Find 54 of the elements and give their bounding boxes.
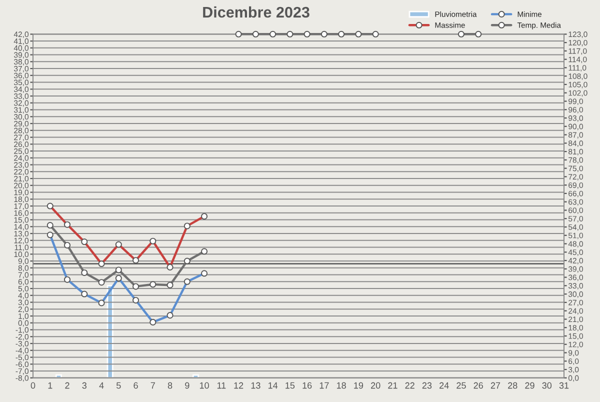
point (235, 30, 242, 38)
x-tick-label: 31 (559, 382, 569, 389)
x-tick-label: 27 (490, 382, 500, 389)
point (372, 30, 379, 38)
x-tick-label: 9 (185, 382, 190, 389)
point (81, 269, 88, 276)
point (166, 282, 174, 288)
x-tick-label: 25 (456, 382, 466, 389)
point (338, 30, 345, 38)
x-tick-label: 15 (286, 382, 295, 389)
point (132, 283, 140, 290)
x-tick-label: 0 (30, 382, 36, 389)
point (64, 242, 71, 248)
point (115, 266, 122, 274)
chart-title: Dicembre 2023 (203, 6, 310, 18)
x-tick-label: 30 (542, 382, 552, 389)
x-tick-label: 3 (82, 382, 86, 389)
point (184, 258, 190, 264)
x-tick-label: 1 (48, 382, 52, 389)
point (98, 279, 105, 286)
x-tick-label: 18 (336, 382, 346, 389)
x-tick-label: 10 (200, 382, 209, 389)
x-tick-label: 20 (371, 382, 380, 389)
x-tick-label: 26 (474, 382, 483, 389)
x-tick-label: 23 (422, 382, 432, 389)
x-tick-label: 6 (134, 382, 138, 389)
x-tick-label: 2 (65, 382, 70, 389)
point (355, 30, 362, 38)
x-tick-label: 8 (168, 382, 172, 389)
x-tick-label: 5 (116, 382, 121, 389)
x-tick-label: 28 (508, 382, 518, 389)
x-tick-label: 22 (405, 382, 414, 389)
x-tick-label: 11 (217, 382, 226, 389)
x-tick-label: 4 (99, 382, 104, 389)
point (201, 248, 208, 255)
x-tick-label: 24 (440, 382, 449, 389)
x-tick-label: 21 (388, 382, 398, 389)
point (252, 30, 259, 38)
point (270, 30, 276, 38)
point (320, 30, 328, 38)
point (286, 30, 294, 38)
x-tick-label: 16 (302, 382, 312, 389)
point (475, 30, 482, 38)
point (304, 30, 310, 38)
x-tick-label: 14 (268, 382, 278, 389)
point (150, 281, 156, 288)
x-tick-label: 19 (354, 382, 364, 389)
x-tick-label: 17 (320, 382, 329, 389)
x-tick-label: 7 (150, 382, 155, 389)
x-tick-label: 29 (525, 382, 534, 389)
point (46, 222, 54, 229)
x-tick-label: 13 (251, 382, 260, 389)
x-tick-label: 12 (234, 382, 244, 389)
point (458, 30, 464, 38)
